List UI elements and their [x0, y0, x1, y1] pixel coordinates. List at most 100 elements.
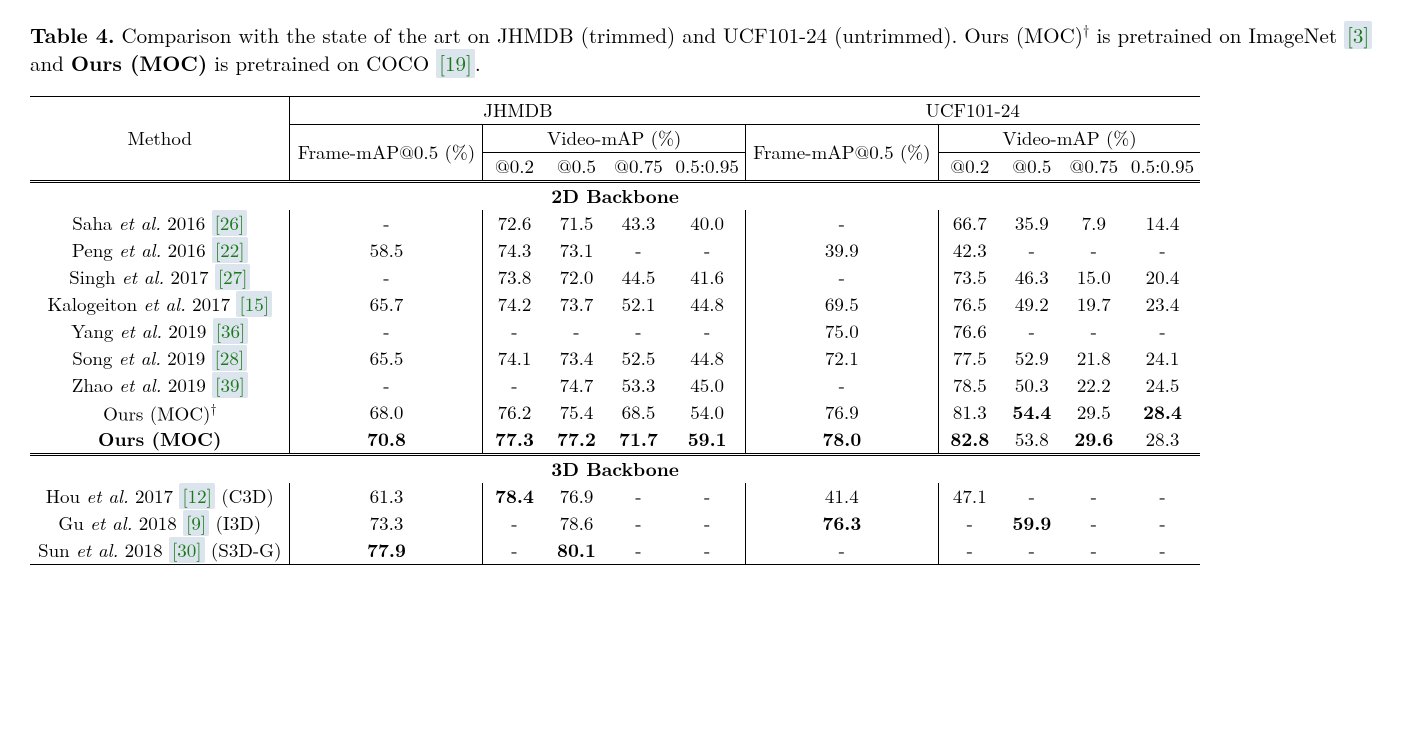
table-cell: - — [938, 510, 1001, 537]
table-row: Sun et al. 2018 [30] (S3D-G)77.9-80.1---… — [30, 537, 1200, 565]
table-cell: 40.0 — [669, 210, 745, 237]
table-cell: 23.4 — [1125, 291, 1200, 318]
table-cell: 29.5 — [1063, 399, 1125, 426]
table-cell: - — [290, 318, 483, 345]
table-cell: 45.0 — [669, 372, 745, 399]
cite-link[interactable]: [19] — [436, 49, 475, 77]
table-cell: - — [290, 210, 483, 237]
table-cell: 70.8 — [290, 426, 483, 455]
table-cell: 74.3 — [483, 237, 546, 264]
table-cell: 59.9 — [1001, 510, 1063, 537]
table-row: Ours (MOC)70.877.377.271.759.178.082.853… — [30, 426, 1200, 455]
cite-link[interactable]: [39] — [212, 372, 248, 398]
table-cell: 19.7 — [1063, 291, 1125, 318]
table-cell: - — [483, 318, 546, 345]
table-cell: 77.2 — [545, 426, 607, 455]
cite-link[interactable]: [28] — [212, 345, 248, 371]
table-cell: 20.4 — [1125, 264, 1200, 291]
method-name: Yang et al. 2019 [36] — [30, 318, 290, 345]
table-cell: - — [290, 264, 483, 291]
method-name: Ours (MOC)† — [30, 399, 290, 426]
cite-link[interactable]: [36] — [213, 318, 249, 344]
table-cell: 39.9 — [745, 237, 938, 264]
table-cell: 77.9 — [290, 537, 483, 565]
method-name: Zhao et al. 2019 [39] — [30, 372, 290, 399]
table-cell: 82.8 — [938, 426, 1001, 455]
table-cell: 78.5 — [938, 372, 1001, 399]
table-cell: 74.2 — [483, 291, 546, 318]
cite-link[interactable]: [22] — [212, 237, 248, 263]
table-cell: - — [1063, 318, 1125, 345]
table-cell: - — [745, 372, 938, 399]
table-cell: - — [483, 510, 546, 537]
table-cell: 7.9 — [1063, 210, 1125, 237]
col-ucf: UCF101-24 — [745, 96, 1200, 124]
table-cell: 78.4 — [483, 483, 546, 510]
table-cell: - — [607, 318, 669, 345]
table-cell: - — [1063, 510, 1125, 537]
table-cell: - — [669, 237, 745, 264]
table-row: Singh et al. 2017 [27]-73.872.044.541.6-… — [30, 264, 1200, 291]
method-name: Hou et al. 2017 [12] (C3D) — [30, 483, 290, 510]
table-cell: 53.8 — [1001, 426, 1063, 455]
col-jhmdb: JHMDB — [290, 96, 745, 124]
table-cell: 74.7 — [545, 372, 607, 399]
table-cell: - — [1063, 237, 1125, 264]
table-cell: 72.0 — [545, 264, 607, 291]
table-cell: 21.8 — [1063, 345, 1125, 372]
table-row: Zhao et al. 2019 [39]--74.753.345.0-78.5… — [30, 372, 1200, 399]
table-cell: 54.0 — [669, 399, 745, 426]
table-cell: 41.4 — [745, 483, 938, 510]
table-cell: - — [483, 372, 546, 399]
table-cell: 76.3 — [745, 510, 938, 537]
table-cell: - — [745, 264, 938, 291]
table-cell: 61.3 — [290, 483, 483, 510]
table-cell: - — [607, 483, 669, 510]
table-cell: - — [669, 537, 745, 565]
results-table: Method JHMDB UCF101-24 Frame-mAP@0.5 (%)… — [30, 96, 1200, 565]
cite-link[interactable]: [30] — [169, 537, 205, 563]
table-cell: 80.1 — [545, 537, 607, 565]
table-row: Hou et al. 2017 [12] (C3D)61.378.476.9--… — [30, 483, 1200, 510]
cite-link[interactable]: [26] — [212, 210, 248, 236]
table-cell: 47.1 — [938, 483, 1001, 510]
table-cell: 59.1 — [669, 426, 745, 455]
cite-link[interactable]: [15] — [236, 291, 272, 317]
table-cell: 78.6 — [545, 510, 607, 537]
table-cell: - — [938, 537, 1001, 565]
table-cell: 77.5 — [938, 345, 1001, 372]
table-cell: - — [1001, 483, 1063, 510]
table-cell: 43.3 — [607, 210, 669, 237]
table-cell: 76.6 — [938, 318, 1001, 345]
table-row: Yang et al. 2019 [36]-----75.076.6--- — [30, 318, 1200, 345]
table-cell: 73.1 — [545, 237, 607, 264]
table-cell: 58.5 — [290, 237, 483, 264]
table-cell: 65.7 — [290, 291, 483, 318]
table-cell: 65.5 — [290, 345, 483, 372]
table-cell: 77.3 — [483, 426, 546, 455]
table-cell: 74.1 — [483, 345, 546, 372]
table-cell: - — [669, 483, 745, 510]
cite-link[interactable]: [27] — [215, 264, 251, 290]
method-name: Song et al. 2019 [28] — [30, 345, 290, 372]
table-cell: 76.2 — [483, 399, 546, 426]
table-cell: 72.6 — [483, 210, 546, 237]
cite-link[interactable]: [9] — [183, 510, 209, 536]
method-name: Saha et al. 2016 [26] — [30, 210, 290, 237]
table-cell: 53.3 — [607, 372, 669, 399]
table-cell: 73.7 — [545, 291, 607, 318]
table-cell: 52.9 — [1001, 345, 1063, 372]
method-name: Ours (MOC) — [30, 426, 290, 455]
table-cell: 72.1 — [745, 345, 938, 372]
table-row: Gu et al. 2018 [9] (I3D)73.3-78.6--76.3-… — [30, 510, 1200, 537]
table-cell: 69.5 — [745, 291, 938, 318]
table-cell: 73.5 — [938, 264, 1001, 291]
cite-link[interactable]: [3] — [1344, 21, 1372, 49]
table-cell: 68.0 — [290, 399, 483, 426]
cite-link[interactable]: [12] — [179, 483, 215, 509]
table-cell: 28.4 — [1125, 399, 1200, 426]
col-frame-map: Frame-mAP@0.5 (%) — [290, 124, 483, 181]
table-cell: - — [1125, 237, 1200, 264]
table-cell: 78.0 — [745, 426, 938, 455]
table-row: Ours (MOC)†68.076.275.468.554.076.981.35… — [30, 399, 1200, 426]
